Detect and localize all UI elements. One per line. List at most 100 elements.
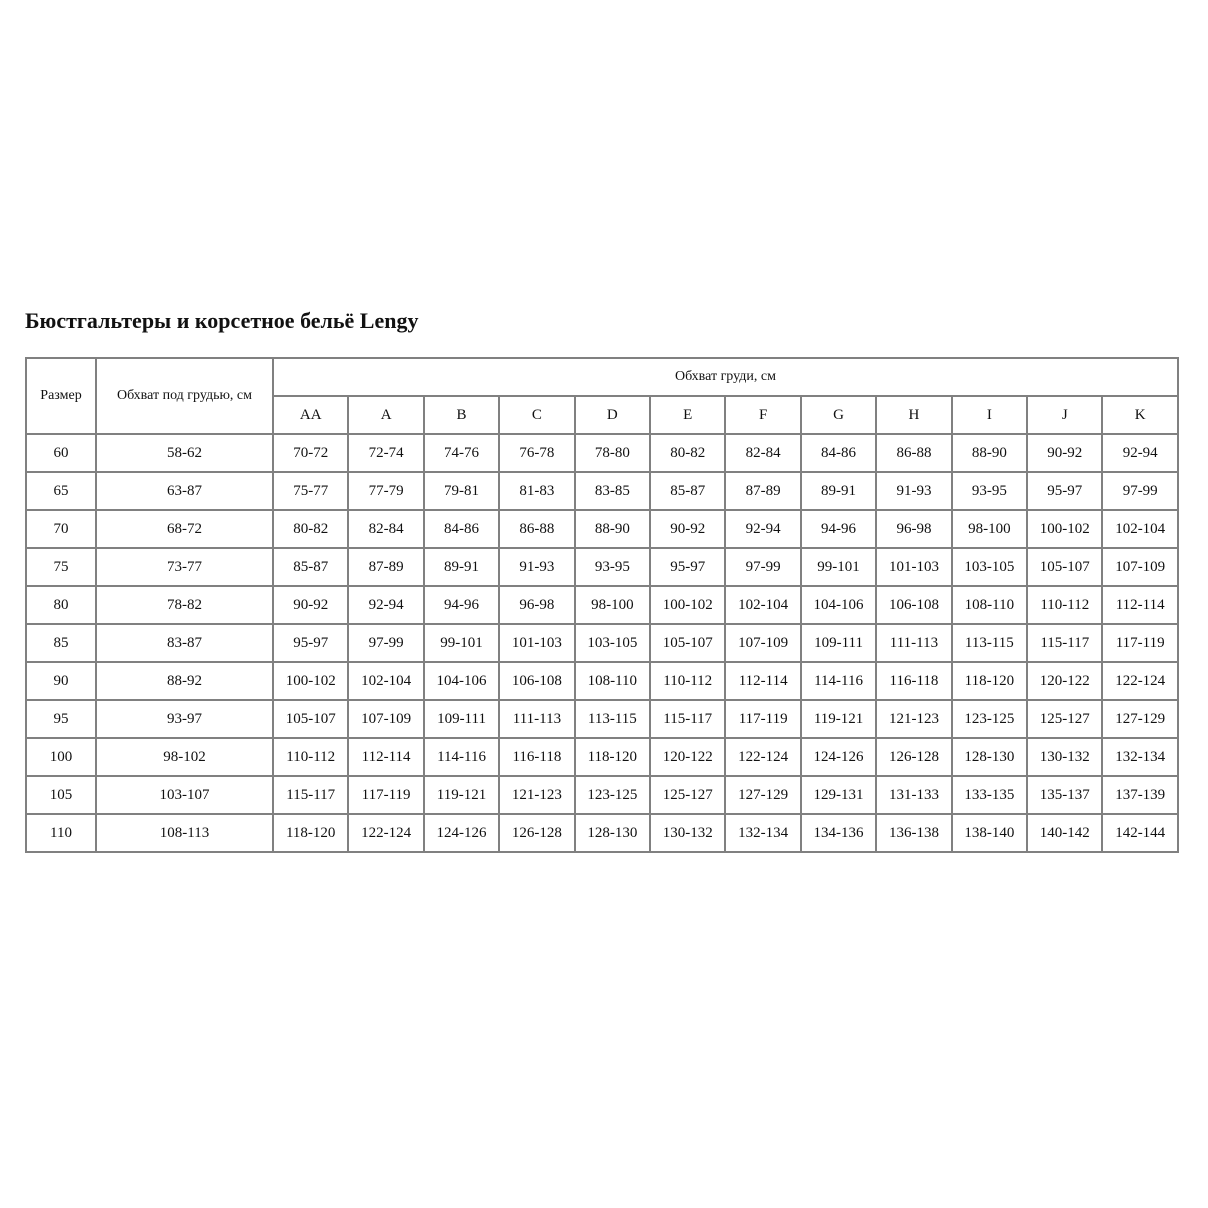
cell-size: 75 xyxy=(25,547,97,587)
cell-bust-i: 128-130 xyxy=(950,737,1029,777)
size-chart-table: Размер Обхват под грудью, см Обхват груд… xyxy=(25,357,1179,853)
cell-bust-j: 130-132 xyxy=(1026,737,1104,777)
cell-bust-e: 80-82 xyxy=(649,433,727,473)
header-cup-k: K xyxy=(1101,395,1179,435)
cell-bust-i: 138-140 xyxy=(950,813,1029,853)
cell-bust-e: 85-87 xyxy=(649,471,727,511)
cell-bust-f: 87-89 xyxy=(724,471,802,511)
cell-bust-h: 106-108 xyxy=(875,585,953,625)
cell-bust-i: 118-120 xyxy=(950,661,1029,701)
header-row-cups: AA A B C D E F G H I J K xyxy=(26,395,1179,435)
cell-bust-f: 92-94 xyxy=(724,509,802,549)
cell-bust-h: 131-133 xyxy=(875,775,953,815)
cell-bust-g: 104-106 xyxy=(799,585,878,625)
cell-bust-g: 114-116 xyxy=(799,661,878,701)
cell-size: 70 xyxy=(25,509,97,549)
cell-bust-d: 128-130 xyxy=(573,813,652,853)
cell-bust-e: 125-127 xyxy=(649,775,727,815)
table-row: 110 108-113 118-120 122-124 124-126 126-128 12… xyxy=(25,813,1179,853)
cell-bust-k: 92-94 xyxy=(1101,433,1179,473)
header-bust: Обхват груди, см xyxy=(272,357,1179,397)
header-cup-b: B xyxy=(422,395,501,435)
cell-bust-b: 94-96 xyxy=(422,585,501,625)
cell-bust-a: 92-94 xyxy=(347,585,425,625)
cell-underbust: 83-87 xyxy=(95,623,274,663)
cell-bust-k: 142-144 xyxy=(1101,813,1179,853)
cell-bust-h: 91-93 xyxy=(875,471,953,511)
cell-bust-b: 124-126 xyxy=(422,813,501,853)
cell-bust-aa: 105-107 xyxy=(271,699,350,739)
cell-underbust: 98-102 xyxy=(95,737,274,777)
cell-bust-i: 103-105 xyxy=(950,547,1029,587)
cell-bust-i: 108-110 xyxy=(950,585,1029,625)
table-row: 75 73-77 85-87 87-89 89-91 91-93 93-95 95-97 97-… xyxy=(25,547,1179,587)
cell-bust-f: 122-124 xyxy=(724,737,802,777)
cell-bust-g: 89-91 xyxy=(799,471,878,511)
cell-underbust: 73-77 xyxy=(95,547,274,587)
cell-bust-i: 133-135 xyxy=(950,775,1029,815)
cell-size: 85 xyxy=(25,623,97,663)
cell-bust-g: 129-131 xyxy=(799,775,878,815)
cell-bust-k: 132-134 xyxy=(1101,737,1179,777)
cell-bust-aa: 110-112 xyxy=(271,737,350,777)
cell-bust-c: 76-78 xyxy=(498,433,576,473)
cell-bust-aa: 118-120 xyxy=(271,813,350,853)
cell-bust-b: 79-81 xyxy=(422,471,501,511)
cell-bust-k: 102-104 xyxy=(1101,509,1179,549)
cell-bust-h: 86-88 xyxy=(875,433,953,473)
cell-bust-j: 110-112 xyxy=(1026,585,1104,625)
cell-bust-c: 101-103 xyxy=(498,623,576,663)
cell-bust-g: 124-126 xyxy=(799,737,878,777)
cell-bust-j: 115-117 xyxy=(1026,623,1104,663)
cell-bust-j: 95-97 xyxy=(1026,471,1104,511)
header-cup-c: C xyxy=(498,395,576,435)
header-cup-j: J xyxy=(1026,395,1104,435)
cell-bust-k: 137-139 xyxy=(1101,775,1179,815)
cell-bust-d: 83-85 xyxy=(573,471,652,511)
cell-underbust: 108-113 xyxy=(95,813,274,853)
header-cup-i: I xyxy=(950,395,1029,435)
header-cup-g: G xyxy=(799,395,878,435)
cell-bust-c: 111-113 xyxy=(498,699,576,739)
cell-bust-aa: 85-87 xyxy=(271,547,350,587)
cell-bust-k: 112-114 xyxy=(1101,585,1179,625)
cell-bust-g: 99-101 xyxy=(799,547,878,587)
cell-bust-g: 94-96 xyxy=(799,509,878,549)
cell-bust-h: 121-123 xyxy=(875,699,953,739)
cell-bust-a: 112-114 xyxy=(347,737,425,777)
cell-bust-h: 126-128 xyxy=(875,737,953,777)
cell-underbust: 103-107 xyxy=(95,775,274,815)
cell-bust-aa: 70-72 xyxy=(271,433,350,473)
cell-bust-aa: 80-82 xyxy=(271,509,350,549)
cell-bust-a: 102-104 xyxy=(347,661,425,701)
cell-bust-k: 97-99 xyxy=(1101,471,1179,511)
cell-bust-b: 114-116 xyxy=(422,737,501,777)
cell-underbust: 58-62 xyxy=(95,433,274,473)
cell-bust-i: 98-100 xyxy=(950,509,1029,549)
cell-bust-c: 116-118 xyxy=(498,737,576,777)
cell-bust-d: 98-100 xyxy=(573,585,652,625)
cell-bust-d: 93-95 xyxy=(573,547,652,587)
cell-bust-c: 121-123 xyxy=(498,775,576,815)
cell-bust-e: 95-97 xyxy=(649,547,727,587)
cell-bust-b: 109-111 xyxy=(422,699,501,739)
table-row: 60 58-62 70-72 72-74 74-76 76-78 78-80 80-82 82-… xyxy=(25,433,1179,473)
cell-bust-aa: 115-117 xyxy=(271,775,350,815)
cell-bust-c: 106-108 xyxy=(498,661,576,701)
cell-bust-j: 140-142 xyxy=(1026,813,1104,853)
cell-bust-b: 74-76 xyxy=(422,433,501,473)
cell-size: 95 xyxy=(25,699,97,739)
cell-bust-h: 96-98 xyxy=(875,509,953,549)
cell-bust-b: 119-121 xyxy=(422,775,501,815)
cell-bust-j: 125-127 xyxy=(1026,699,1104,739)
cell-bust-k: 107-109 xyxy=(1101,547,1179,587)
cell-bust-b: 89-91 xyxy=(422,547,501,587)
cell-bust-e: 110-112 xyxy=(649,661,727,701)
cell-bust-k: 122-124 xyxy=(1101,661,1179,701)
cell-bust-f: 117-119 xyxy=(724,699,802,739)
cell-bust-e: 115-117 xyxy=(649,699,727,739)
header-row-1: Размер Обхват под грудью, см Обхват груд… xyxy=(25,357,1179,435)
cell-bust-aa: 100-102 xyxy=(271,661,350,701)
cell-underbust: 93-97 xyxy=(95,699,274,739)
cell-bust-d: 78-80 xyxy=(573,433,652,473)
